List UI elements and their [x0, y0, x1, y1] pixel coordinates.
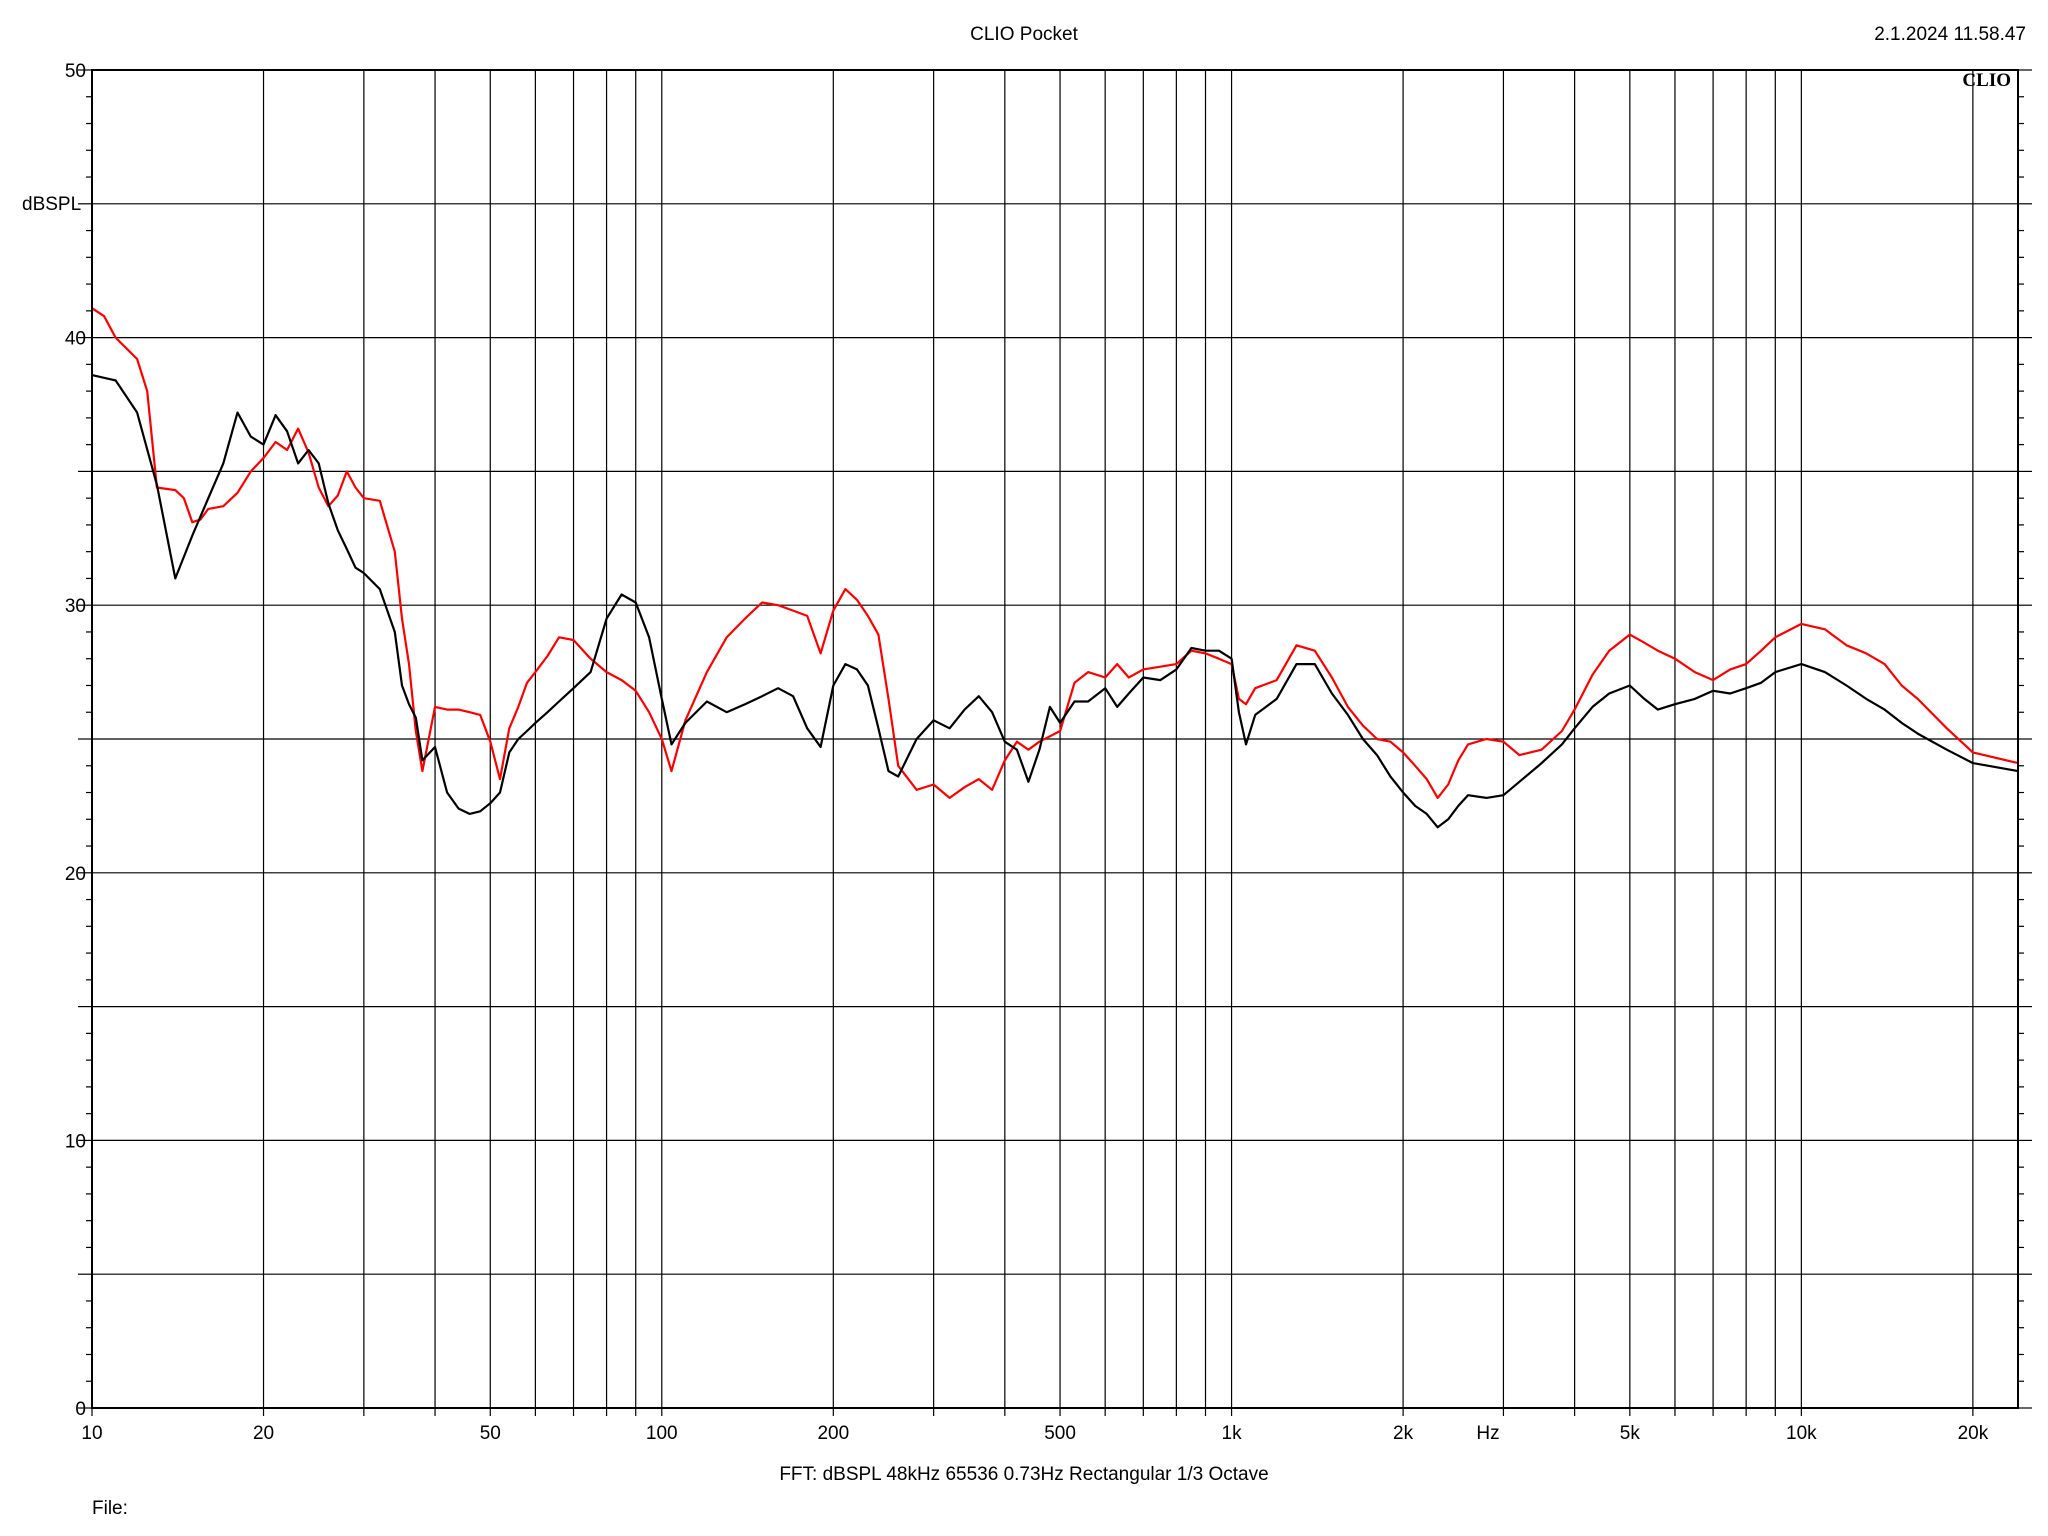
series-line-black — [91, 374, 2019, 829]
y-tick-label: 30 — [65, 596, 86, 617]
tick-labels: 10 20 50 100 200 500 1k 2k 5k 10k 20k 0 10 20 30 40 50 — [65, 61, 1989, 1444]
x-tick-label: 20k — [1958, 1423, 1989, 1444]
series-line-red — [91, 307, 2019, 799]
x-tick-label: 10 — [81, 1423, 102, 1444]
file-label: File: — [92, 1498, 128, 1519]
x-tick-label: 1k — [1222, 1423, 1243, 1444]
y-tick-label: 20 — [65, 864, 86, 885]
x-tick-label: 500 — [1044, 1423, 1076, 1444]
y-tick-label: 40 — [65, 329, 86, 350]
series-group — [91, 307, 2019, 829]
y-tick-label: 0 — [75, 1399, 86, 1420]
clio-logo: CLIO — [1962, 70, 2011, 91]
x-tick-label: 100 — [646, 1423, 678, 1444]
x-axis-label: Hz — [1476, 1423, 1499, 1444]
y-axis-label: dBSPL — [22, 194, 81, 215]
y-tick-label: 50 — [65, 61, 86, 82]
x-tick-label: 50 — [480, 1423, 501, 1444]
x-tick-label: 10k — [1786, 1423, 1817, 1444]
axes — [78, 69, 2032, 1416]
grid-lines — [91, 70, 2018, 1408]
x-tick-label: 2k — [1393, 1423, 1414, 1444]
x-tick-label: 20 — [253, 1423, 274, 1444]
measurement-settings: FFT: dBSPL 48kHz 65536 0.73Hz Rectangula… — [779, 1464, 1269, 1485]
chart-title: CLIO Pocket — [970, 24, 1078, 45]
x-tick-label: 200 — [817, 1423, 849, 1444]
y-tick-label: 10 — [65, 1131, 86, 1152]
timestamp: 2.1.2024 11.58.47 — [1874, 24, 2026, 45]
x-tick-label: 5k — [1620, 1423, 1641, 1444]
plot-frame — [91, 69, 2019, 1409]
